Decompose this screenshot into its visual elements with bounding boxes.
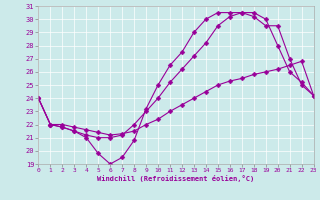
X-axis label: Windchill (Refroidissement éolien,°C): Windchill (Refroidissement éolien,°C) xyxy=(97,175,255,182)
